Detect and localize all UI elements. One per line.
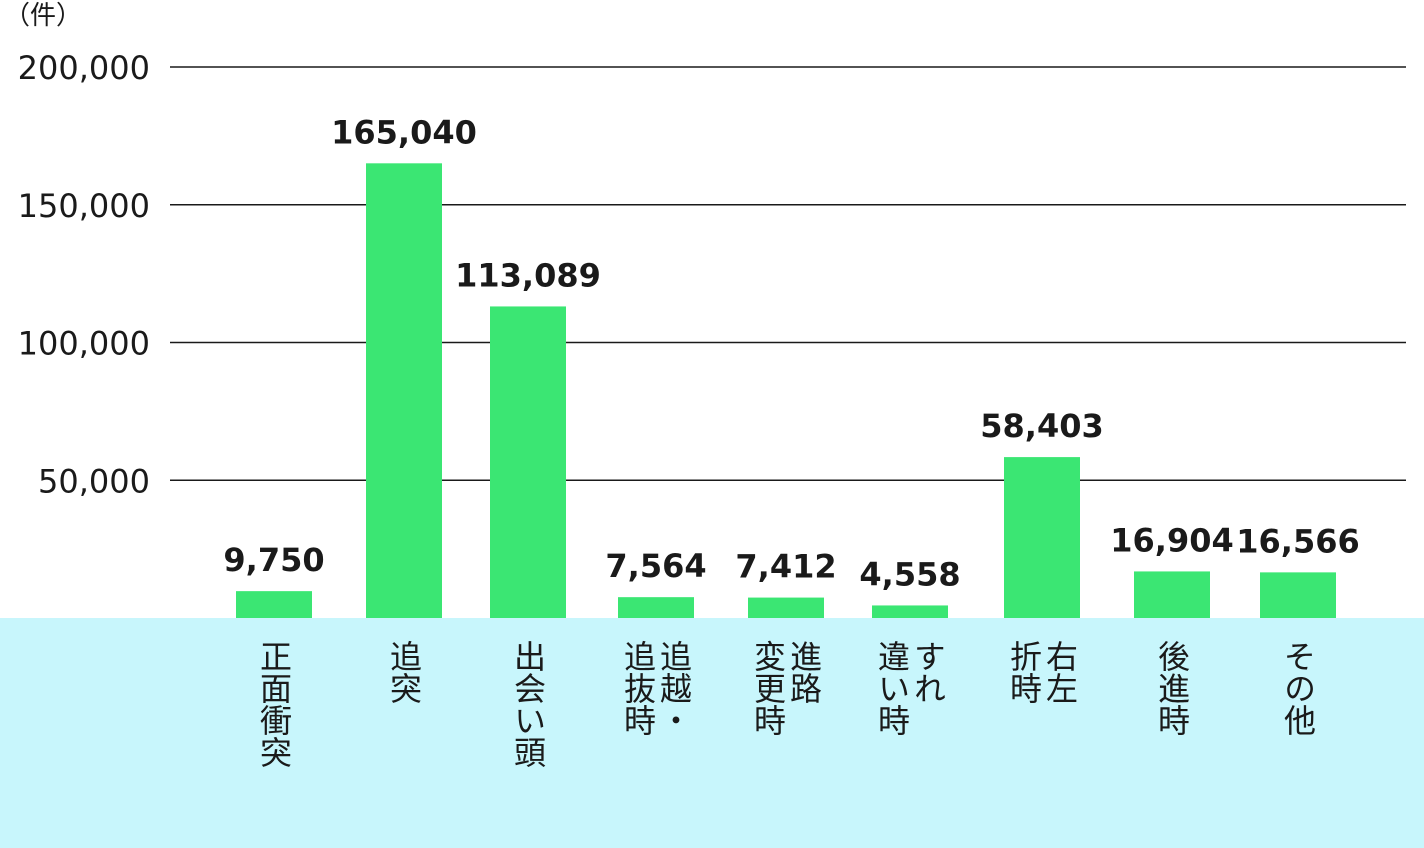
category-label: 後進時 (1153, 640, 1191, 736)
bar (366, 163, 442, 618)
value-label: 7,564 (605, 547, 706, 585)
bars (236, 163, 1336, 618)
y-tick-label: 150,000 (18, 187, 150, 225)
category-label: その他 (1279, 640, 1317, 736)
y-axis-ticks: 50,000 100,000 150,000 200,000 (18, 49, 150, 500)
value-label: 113,089 (455, 256, 601, 294)
y-axis-unit-label: （件） (4, 1, 82, 31)
bar (236, 591, 312, 618)
value-label: 16,566 (1236, 522, 1359, 560)
bar (618, 597, 694, 618)
bar (872, 605, 948, 618)
category-label: すれ 違い時 (873, 640, 947, 736)
value-label: 16,904 (1110, 521, 1233, 559)
value-label: 9,750 (223, 541, 324, 579)
y-tick-label: 200,000 (18, 49, 150, 87)
y-tick-label: 50,000 (38, 462, 150, 500)
category-label: 追越・ 追抜時 (619, 640, 693, 736)
value-label: 58,403 (980, 407, 1103, 445)
value-label: 4,558 (859, 555, 960, 593)
bar (748, 597, 824, 618)
bar (1004, 457, 1080, 618)
value-labels: 9,750 165,040 113,089 7,564 7,412 4,558 58,403… (223, 113, 1359, 593)
bar (490, 306, 566, 618)
value-label: 7,412 (735, 548, 836, 586)
category-label: 右左 折時 (1005, 640, 1079, 704)
category-label: 出会い頭 (509, 640, 547, 768)
category-label: 追突 (385, 640, 423, 704)
value-label: 165,040 (331, 113, 477, 151)
bar (1134, 571, 1210, 618)
category-label: 進路 変更時 (749, 640, 823, 736)
bar (1260, 572, 1336, 618)
category-label: 正面衝突 (255, 640, 293, 768)
y-tick-label: 100,000 (18, 325, 150, 363)
category-band (0, 618, 1424, 848)
